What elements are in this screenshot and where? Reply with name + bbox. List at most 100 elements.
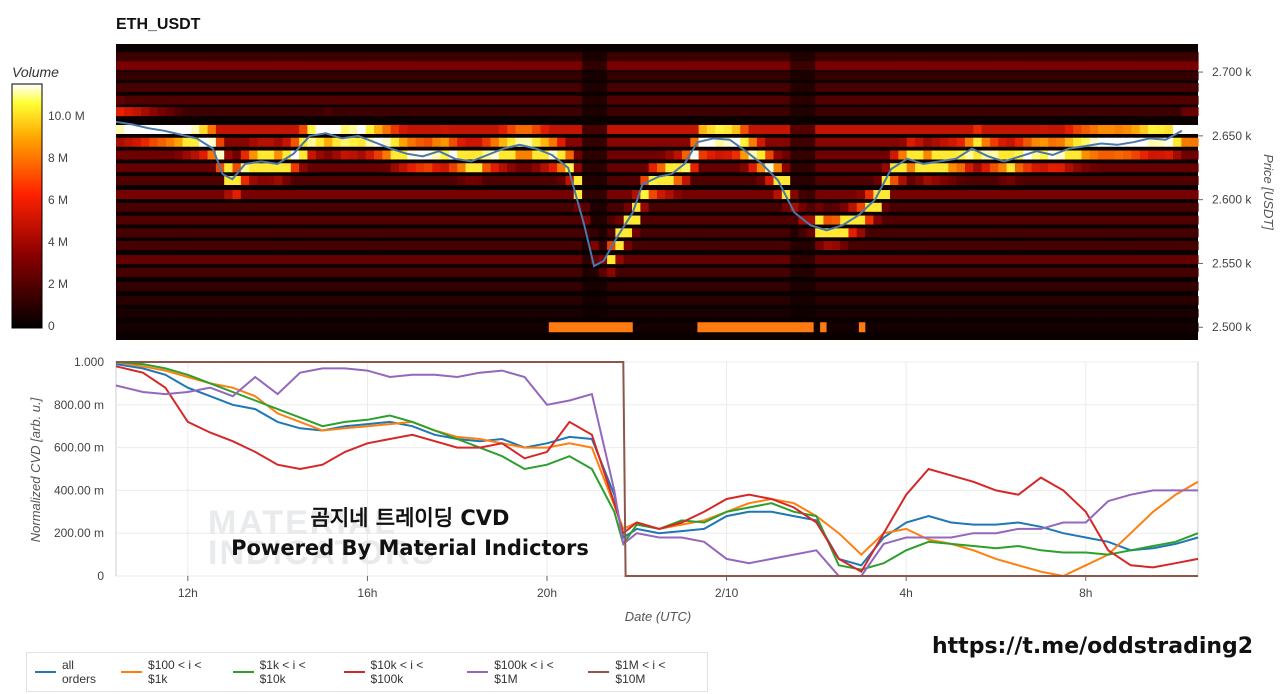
heatmap-cell: [1106, 190, 1116, 200]
heatmap-cell: [915, 82, 924, 92]
heatmap-cell: [157, 95, 167, 105]
heatmap-cell: [765, 228, 775, 238]
legend-item[interactable]: $100 < i < $1k: [121, 658, 221, 686]
heatmap-cell: [723, 52, 733, 62]
heatmap-cell: [498, 150, 508, 160]
heatmap-cell: [1123, 322, 1133, 332]
heatmap-cell: [998, 267, 1008, 277]
heatmap-cell: [956, 163, 966, 173]
heatmap-cell: [998, 95, 1008, 105]
heatmap-cell: [498, 61, 508, 71]
heatmap-cell: [1089, 176, 1099, 186]
heatmap-cell: [898, 52, 908, 62]
heatmap-cell: [548, 241, 558, 251]
heatmap-cell: [140, 241, 150, 251]
heatmap-cell: [1106, 107, 1116, 117]
heatmap-cell: [1089, 95, 1099, 105]
heatmap-cell: [116, 137, 125, 147]
heatmap-cell: [473, 202, 483, 212]
heatmap-cell: [848, 52, 858, 62]
heatmap-cell: [349, 281, 358, 291]
heatmap-cell: [299, 107, 309, 117]
heatmap-cell: [240, 71, 250, 81]
heatmap-cell: [1156, 308, 1166, 318]
heatmap-cell: [881, 107, 891, 117]
heatmap-cell: [1131, 308, 1141, 318]
heatmap-cell: [773, 215, 783, 225]
heatmap-cell: [1064, 176, 1074, 186]
heatmap-cell: [573, 82, 583, 92]
heatmap-cell: [1164, 322, 1174, 332]
heatmap-cell: [565, 52, 575, 62]
heatmap-cell: [648, 176, 658, 186]
heatmap-cell: [657, 308, 666, 318]
heatmap-cell: [806, 163, 816, 173]
heatmap-cell: [415, 255, 425, 265]
heatmap-cell: [632, 215, 641, 225]
heatmap-cell: [157, 176, 167, 186]
heatmap-cell: [357, 215, 367, 225]
heatmap-cell: [440, 95, 450, 105]
heatmap-cell: [690, 281, 700, 291]
heatmap-cell: [116, 150, 125, 160]
heatmap-cell: [640, 82, 650, 92]
heatmap-cell: [923, 71, 933, 81]
legend-item[interactable]: $1k < i < $10k: [232, 658, 332, 686]
heatmap-cell: [182, 150, 192, 160]
x-tick-label: 12h: [178, 586, 198, 600]
heatmap-cell: [415, 163, 425, 173]
heatmap-cell: [1031, 190, 1041, 200]
heatmap-cell: [831, 241, 841, 251]
heatmap-cell: [149, 255, 159, 265]
heatmap-cell: [1031, 163, 1041, 173]
heatmap-cell: [1181, 202, 1191, 212]
heatmap-cell: [748, 190, 758, 200]
legend-item[interactable]: $10k < i < $100k: [343, 658, 456, 686]
heatmap-cell: [182, 71, 192, 81]
legend-item[interactable]: all orders: [35, 658, 109, 686]
legend-item[interactable]: $1M < i < $10M: [588, 658, 695, 686]
heatmap-cell: [681, 124, 691, 134]
heatmap-cell: [1164, 150, 1174, 160]
heatmap-cell: [448, 281, 458, 291]
heatmap-cell: [1114, 308, 1124, 318]
heatmap-cell: [756, 124, 766, 134]
heatmap-cell: [482, 95, 492, 105]
heatmap-cell: [1123, 241, 1133, 251]
heatmap-cell: [915, 61, 924, 71]
heatmap-cell: [1123, 281, 1133, 291]
heatmap-cell: [931, 71, 941, 81]
heatmap-cell: [931, 95, 941, 105]
heatmap-cell: [1014, 281, 1024, 291]
heatmap-cell: [815, 228, 825, 238]
legend-item[interactable]: $100k < i < $1M: [467, 658, 576, 686]
heatmap-cell: [116, 61, 125, 71]
heatmap-cell: [657, 71, 666, 81]
heatmap-cell: [681, 308, 691, 318]
heatmap-cell: [806, 150, 816, 160]
heatmap-cell: [665, 202, 675, 212]
heatmap-cell: [989, 163, 999, 173]
heatmap-cell: [840, 150, 850, 160]
heatmap-cell: [1006, 61, 1016, 71]
heatmap-cell: [374, 163, 383, 173]
heatmap-cell: [865, 150, 874, 160]
heatmap-cell: [324, 322, 333, 332]
heatmap-cell: [349, 228, 358, 238]
heatmap-cell: [349, 82, 358, 92]
heatmap-cell: [1006, 308, 1016, 318]
heatmap-cell: [748, 308, 758, 318]
heatmap-cell: [964, 107, 974, 117]
heatmap-cell: [365, 137, 375, 147]
heatmap-cell: [906, 107, 916, 117]
heatmap-cell: [890, 52, 899, 62]
heatmap-cell: [174, 295, 184, 305]
heatmap-cell: [590, 176, 600, 186]
heatmap-cell: [1123, 176, 1133, 186]
heatmap-cell: [823, 322, 833, 332]
legend-swatch: [35, 671, 56, 673]
heatmap-cell: [1139, 322, 1149, 332]
legend-swatch: [588, 671, 610, 673]
heatmap-cell: [299, 267, 309, 277]
heatmap-cell: [765, 176, 775, 186]
